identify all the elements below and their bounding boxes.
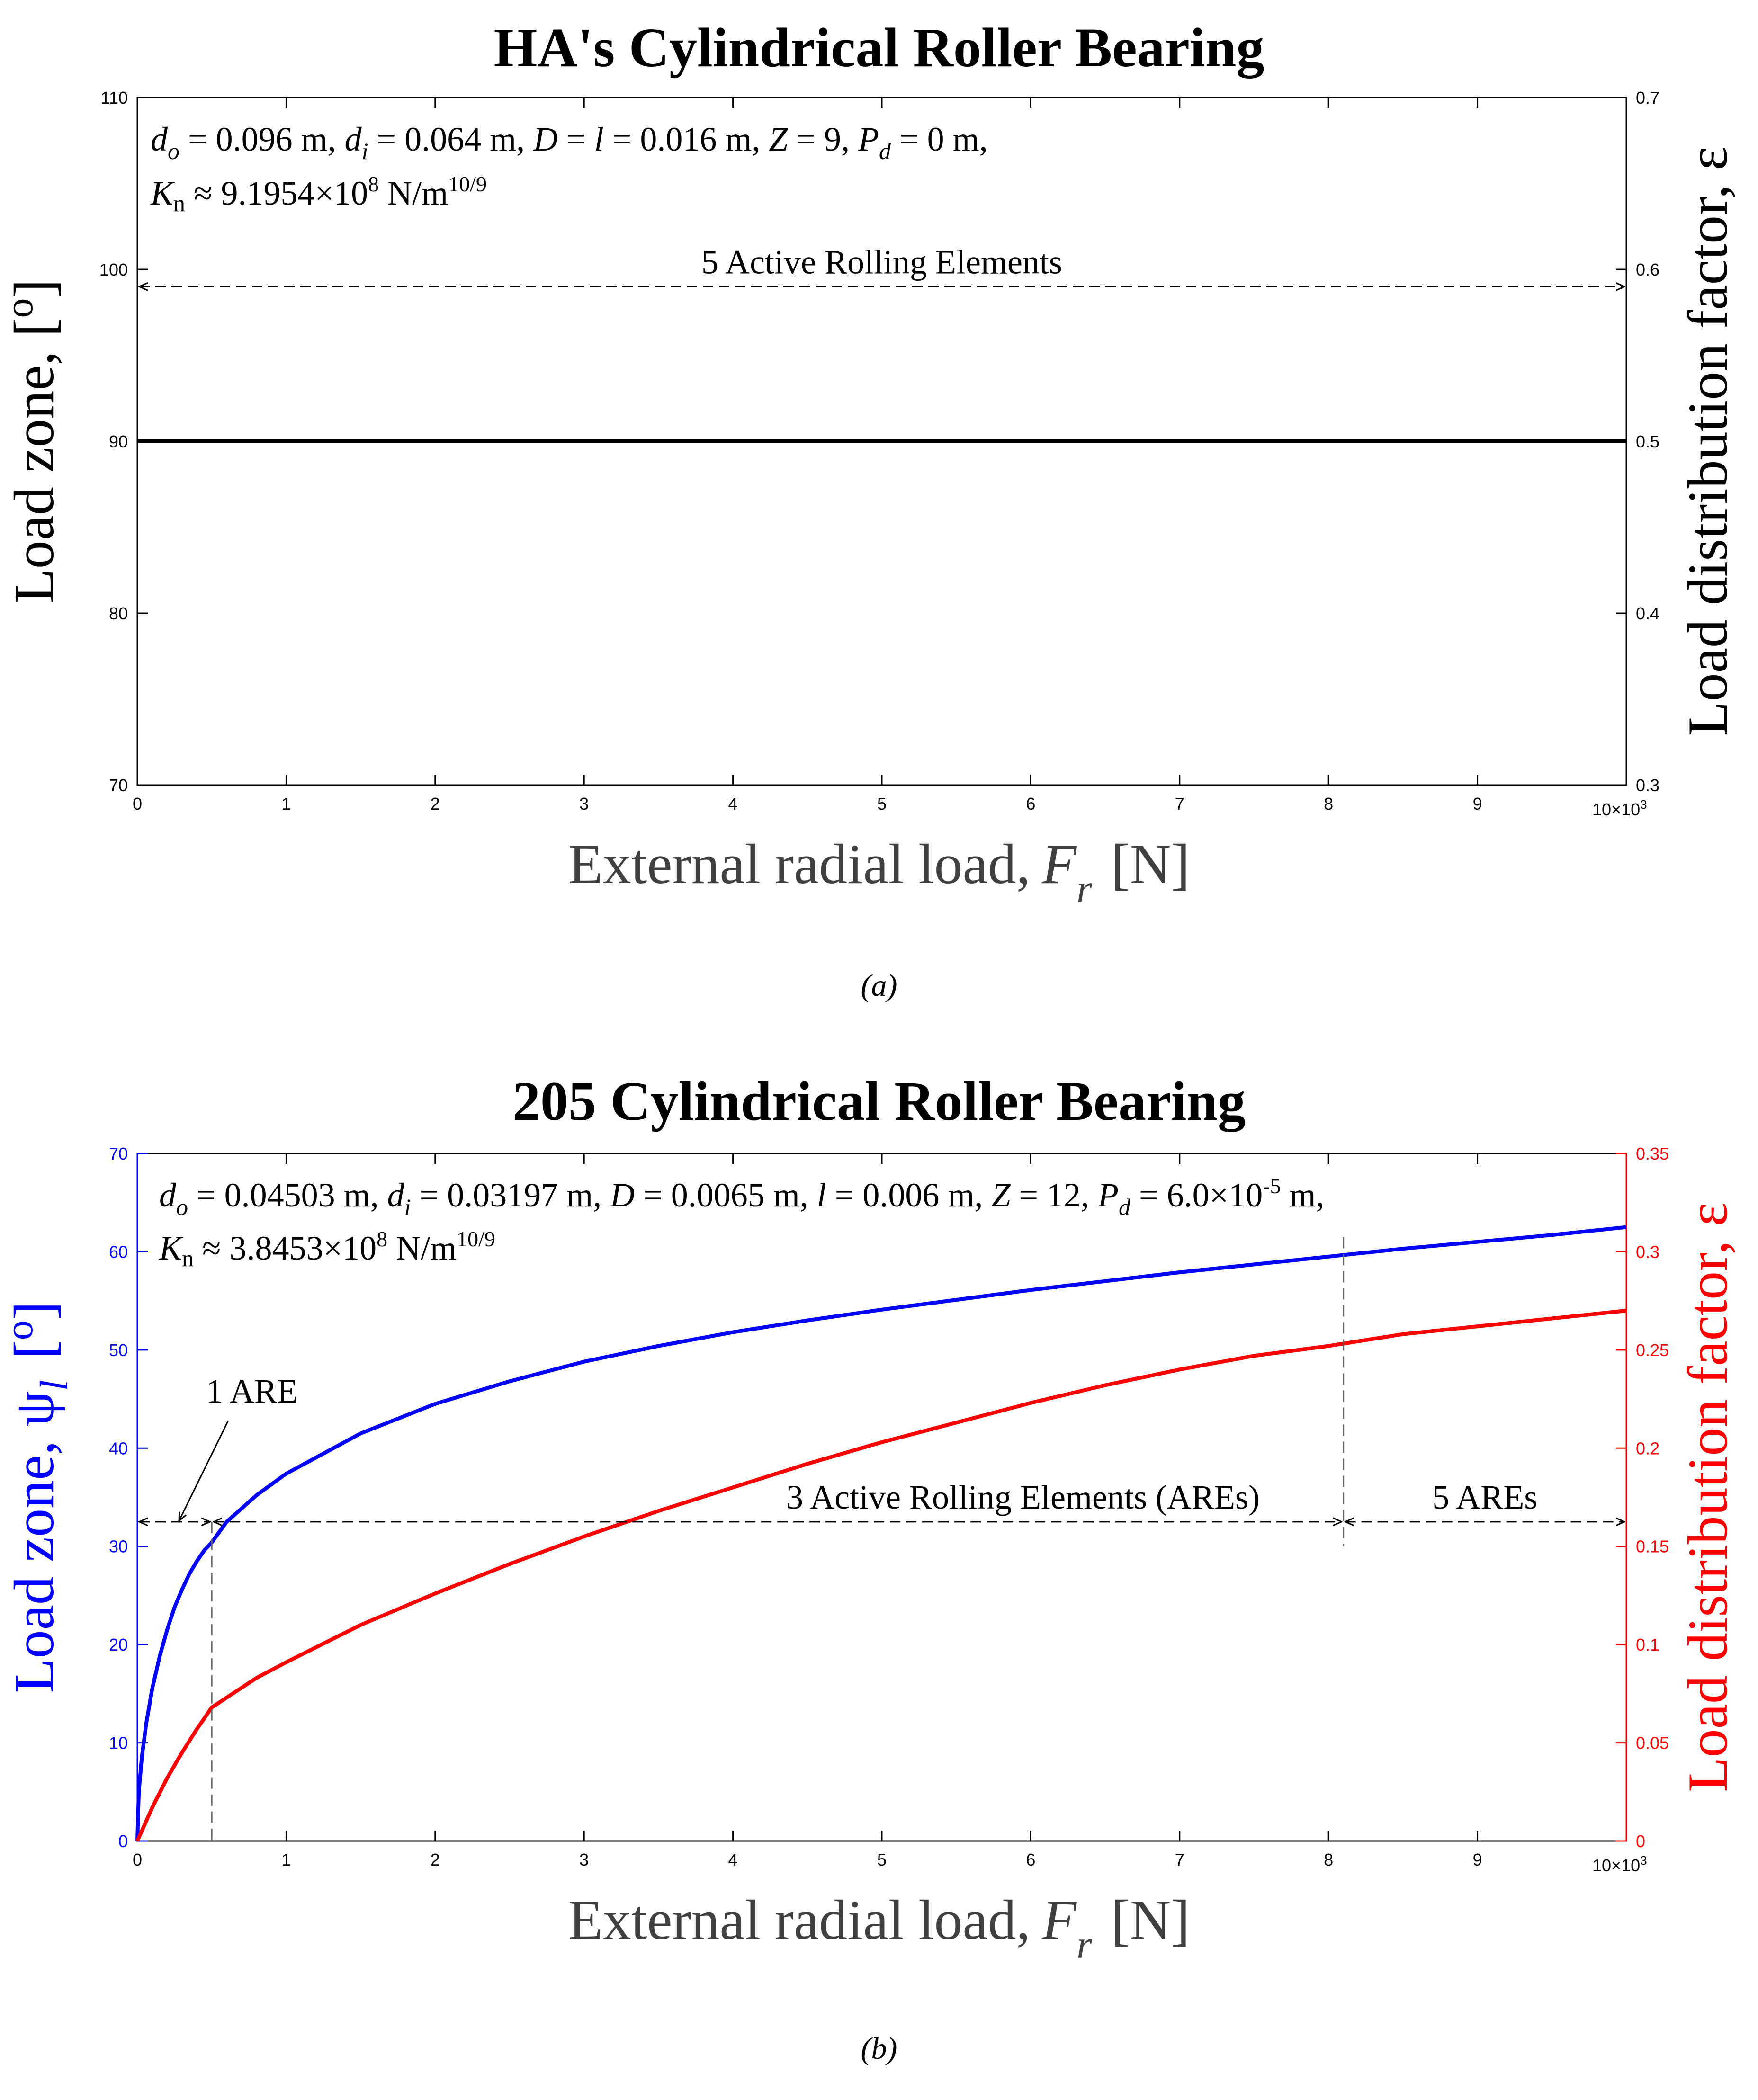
chart-a: HA's Cylindrical Roller Bearing 0 1 2 3 4 5 6 7… [0,17,1739,1003]
y-left-tick-label: 10 [109,1734,128,1753]
chart-a-title: HA's Cylindrical Roller Bearing [494,17,1265,79]
chart-b-y-right-ticks: 0 0.05 0.1 0.15 0.2 0.25 0.3 0.35 [1616,1144,1669,1851]
y-left-tick-label: 30 [109,1537,128,1556]
x-tick-label: 4 [728,794,738,813]
chart-a-x-label: External radial load, Fr [N] [568,832,1190,911]
x-tick-label: 3 [579,1850,589,1869]
annotation-label: 1 ARE [206,1372,298,1410]
chart-a-x-multiplier: 10×103 [1592,797,1647,819]
y-left-tick-label: 60 [109,1242,128,1261]
x-tick-label: 0 [133,1850,142,1869]
chart-a-annotations: 5 Active Rolling Elements [139,243,1624,286]
y-left-tick-label: 110 [101,88,128,107]
x-tick-label: 1 [281,1850,291,1869]
y-left-tick-label: 70 [109,1144,128,1163]
chart-b-series [135,1225,1627,1842]
x-tick-label: 8 [1324,794,1333,813]
y-left-tick-label: 0 [118,1832,128,1851]
x-tick-label: 8 [1324,1850,1333,1869]
y-left-tick-label: 80 [109,604,128,623]
chart-a-y-right-label: Load distribution factor, ε [1676,146,1739,736]
chart-b-params-line2: Kn ≈ 3.8453×108 N/m10/9 [159,1227,495,1271]
x-tick-label: 6 [1026,1850,1035,1869]
chart-b-y-right-label: Load distribution factor, ε [1676,1202,1739,1792]
x-tick-label: 9 [1473,1850,1482,1869]
y-right-tick-label: 0.3 [1636,776,1659,795]
x-tick-label: 2 [431,794,440,813]
x-tick-label: 6 [1026,794,1035,813]
y-right-tick-label: 0.5 [1636,432,1659,451]
chart-a-x-ticks: 0 1 2 3 4 5 6 7 8 9 [133,98,1482,813]
y-right-tick-label: 0.4 [1636,604,1659,623]
x-tick-label: 0 [133,794,142,813]
series-line-1 [135,1308,1627,1842]
y-right-tick-label: 0.6 [1636,260,1659,279]
x-tick-label: 9 [1473,794,1482,813]
annotation-label: 3 Active Rolling Elements (AREs) [786,1478,1260,1516]
x-tick-label: 3 [579,794,589,813]
chart-b-params-line1: do = 0.04503 m, di = 0.03197 m, D = 0.00… [159,1174,1325,1220]
x-tick-label: 5 [877,794,887,813]
y-right-tick-label: 0.1 [1636,1635,1659,1654]
y-right-tick-label: 0.35 [1636,1144,1669,1163]
chart-b-y-left-label: Load zone, ψl [o] [0,1301,76,1693]
annotation-label: 5 Active Rolling Elements [701,243,1062,281]
y-right-tick-label: 0.15 [1636,1537,1669,1556]
series-line-0 [135,1225,1627,1841]
y-left-tick-label: 70 [109,776,128,795]
chart-b-x-label: External radial load, Fr [N] [568,1888,1190,1967]
x-tick-label: 4 [728,1850,738,1869]
y-left-tick-label: 20 [109,1635,128,1654]
chart-b-y-left-ticks: 0 10 20 30 40 50 60 70 [109,1144,148,1851]
x-tick-label: 7 [1175,794,1184,813]
chart-a-params-line2: Kn ≈ 9.1954×108 N/m10/9 [150,172,487,216]
chart-b-vlines [211,1237,1345,1841]
chart-a-y-left-label: Load zone, [o] [0,279,65,603]
y-left-tick-label: 50 [109,1340,128,1360]
annotation-label: 5 AREs [1432,1478,1537,1516]
y-left-tick-label: 40 [109,1439,128,1458]
y-right-tick-label: 0.7 [1636,88,1659,107]
chart-b-annotations: 1 ARE 3 Active Rolling Elements (AREs) 5 A… [139,1372,1624,1522]
x-tick-label: 2 [431,1850,440,1869]
y-right-tick-label: 0 [1636,1832,1645,1851]
y-right-tick-label: 0.25 [1636,1340,1669,1360]
y-right-tick-label: 0.05 [1636,1734,1669,1753]
x-tick-label: 1 [281,794,291,813]
x-tick-label: 7 [1175,1850,1184,1869]
caption-a: (a) [861,968,897,1003]
caption-b: (b) [861,2031,897,2066]
chart-b-are-pointer-line [179,1420,229,1521]
y-right-tick-label: 0.3 [1636,1242,1659,1261]
chart-b-x-multiplier: 10×103 [1592,1853,1647,1875]
y-left-tick-label: 100 [99,260,128,279]
chart-b-title: 205 Cylindrical Roller Bearing [512,1070,1246,1132]
chart-b: 205 Cylindrical Roller Bearing 0 1 2 3 4 5 6 7 8… [0,1070,1739,2066]
chart-a-params-line1: do = 0.096 m, di = 0.064 m, D = l = 0.01… [151,120,988,164]
x-tick-label: 5 [877,1850,887,1869]
y-right-tick-label: 0.2 [1636,1439,1659,1458]
y-left-tick-label: 90 [109,432,128,451]
